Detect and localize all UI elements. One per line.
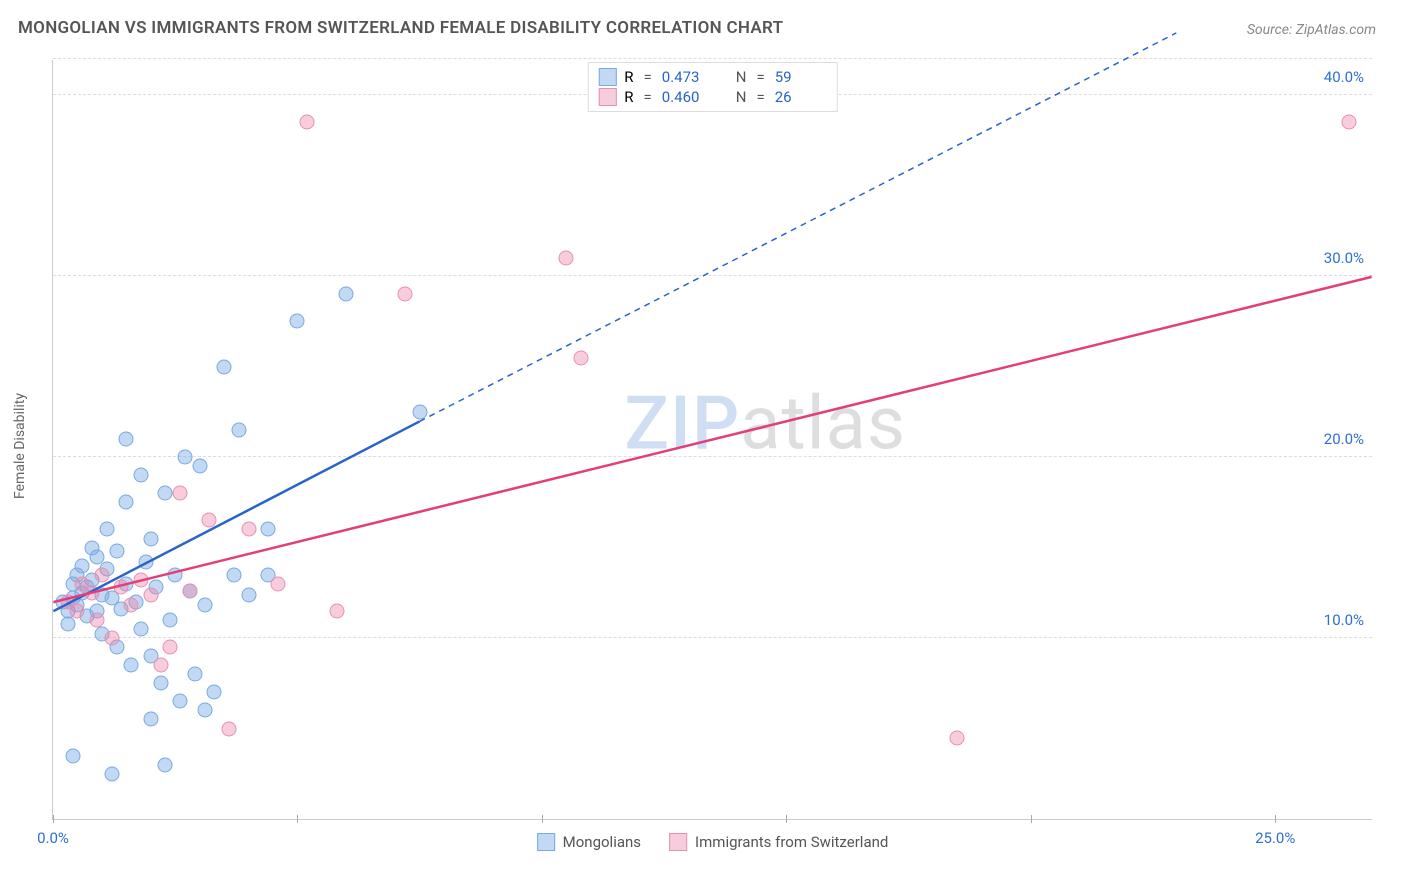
equals: = [644,68,652,86]
n-value-mongolian: 59 [775,68,827,86]
r-value-mongolian: 0.473 [662,68,714,86]
swatch-swiss [598,88,616,106]
legend-label-mongolian: Mongolians [563,833,641,851]
regression-line [53,277,1371,602]
r-label: R [624,88,633,106]
swatch-mongolian [537,833,555,851]
legend-item-swiss: Immigrants from Switzerland [669,833,888,851]
legend-row-mongolian: R = 0.473 N = 59 [598,67,826,87]
legend-series: Mongolians Immigrants from Switzerland [537,833,889,851]
swatch-mongolian [598,68,616,86]
legend-item-mongolian: Mongolians [537,833,641,851]
xtick-label: 25.0% [1255,829,1295,847]
chart-title: MONGOLIAN VS IMMIGRANTS FROM SWITZERLAND… [18,18,783,38]
gridline-h [53,58,1372,59]
legend-label-swiss: Immigrants from Switzerland [695,833,888,851]
n-value-swiss: 26 [775,88,827,106]
xtick-label: 0.0% [37,829,69,847]
regression-line [53,421,419,611]
r-label: R [624,68,633,86]
equals: = [756,68,764,86]
source-credit: Source: ZipAtlas.com [1247,22,1376,38]
swatch-swiss [669,833,687,851]
n-label: N [736,88,747,106]
regression-lines [53,60,1372,819]
legend-correlation: R = 0.473 N = 59 R = 0.460 N = 26 [587,62,837,112]
equals: = [756,88,764,106]
equals: = [644,88,652,106]
plot-area: R = 0.473 N = 59 R = 0.460 N = 26 ZIPatl… [52,60,1372,820]
legend-row-swiss: R = 0.460 N = 26 [598,87,826,107]
n-label: N [736,68,747,86]
y-axis-label: Female Disability [12,393,28,499]
r-value-swiss: 0.460 [662,88,714,106]
